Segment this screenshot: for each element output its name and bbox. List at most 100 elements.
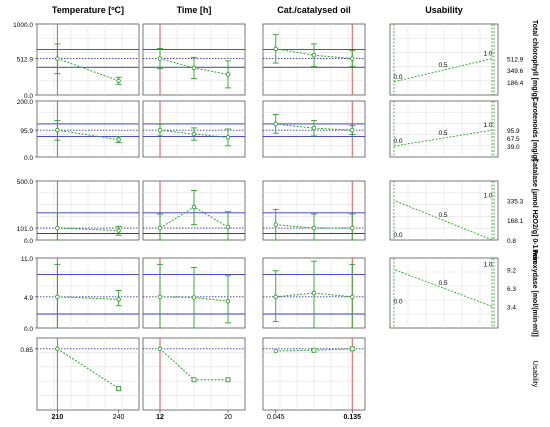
profile-panel xyxy=(36,337,140,411)
y-tick-label: 95.9 xyxy=(20,128,33,135)
desirability-label: 0.5 xyxy=(438,212,447,219)
data-point xyxy=(116,297,121,302)
data-point xyxy=(273,294,279,300)
y-tick-label: 101.0 xyxy=(17,226,34,233)
desirability-label: 1.0 xyxy=(483,122,492,129)
x-tick-label: 20 xyxy=(224,414,232,421)
data-point xyxy=(225,299,231,304)
data-point xyxy=(55,56,60,61)
data-point xyxy=(116,228,121,233)
data-point xyxy=(311,347,317,353)
data-point xyxy=(311,125,317,131)
usability-tick-label: 67.5 xyxy=(507,136,520,143)
desirability-line xyxy=(393,129,493,147)
series-line xyxy=(57,348,119,389)
y-tick-label: 512.9 xyxy=(17,57,34,64)
usability-tick-label: 3.4 xyxy=(507,304,516,311)
usability-panel: 0.0 0.5 1.0 512.9 349.6 186.4 xyxy=(389,23,524,96)
data-point xyxy=(273,46,279,52)
usability-panel: 0.0 0.5 1.0 95.967.539.0 xyxy=(389,100,520,158)
y-tick-label: 0.85 xyxy=(20,347,33,354)
data-point xyxy=(157,225,163,231)
data-point xyxy=(311,52,317,58)
x-tick-label: 12 xyxy=(156,414,164,421)
desirability-label: 1.0 xyxy=(483,51,492,58)
series-line xyxy=(159,296,229,302)
data-point xyxy=(311,225,317,231)
data-point xyxy=(311,290,317,296)
row-label: Peroxydase [mol/(min∙ml)] xyxy=(531,249,538,337)
y-tick-label: 200.0 xyxy=(17,99,34,106)
usability-tick-label: 349.6 xyxy=(507,68,524,75)
desirability-line xyxy=(393,58,493,83)
x-tick-label: 0.135 xyxy=(343,414,361,421)
usability-tick-label: 6.3 xyxy=(507,286,516,293)
data-point xyxy=(349,346,355,352)
usability-panel: 0.0 0.5 1.0 335.3 168.1 0.8 xyxy=(389,180,524,245)
series-line xyxy=(159,129,229,138)
data-point xyxy=(55,294,60,300)
column-header: Temperature [ºC] xyxy=(52,5,124,15)
data-point xyxy=(116,78,121,84)
usability-tick-label: 39.0 xyxy=(507,144,520,151)
column-header: Cat./catalysed oil xyxy=(277,5,351,15)
desirability-label: 0.0 xyxy=(393,232,402,239)
profile-panel xyxy=(36,100,140,158)
usability-tick-label: 95.9 xyxy=(507,128,520,135)
profile-panel xyxy=(142,337,246,411)
data-point xyxy=(350,127,355,133)
profile-panel xyxy=(142,180,246,241)
x-tick-label: 210 xyxy=(52,414,64,421)
data-point xyxy=(191,295,197,300)
data-point xyxy=(225,72,231,77)
series-line xyxy=(275,292,353,298)
data-point xyxy=(225,135,231,140)
series-line xyxy=(275,348,353,352)
profile-panel xyxy=(262,100,366,158)
profile-panel xyxy=(142,257,246,329)
y-tick-label: 1000.0 xyxy=(13,22,33,29)
profile-panel xyxy=(36,180,140,241)
row-label: Catalase [µmol H2O2/g] 0-1 min xyxy=(531,158,538,263)
data-point xyxy=(157,56,163,61)
column-header: Time [h] xyxy=(177,5,212,15)
profile-panel xyxy=(262,337,366,411)
usability-tick-label: 168.1 xyxy=(507,218,524,225)
data-point xyxy=(273,222,279,227)
y-tick-label: 500.0 xyxy=(17,179,34,186)
desirability-label: 0.0 xyxy=(393,298,402,305)
profile-panel xyxy=(262,257,366,329)
data-point xyxy=(350,56,355,61)
data-point xyxy=(55,225,60,231)
y-tick-label: 11.0 xyxy=(21,256,34,263)
profile-panel xyxy=(142,23,246,96)
usability-tick-label: 0.8 xyxy=(507,238,516,245)
data-point xyxy=(55,127,60,133)
data-point xyxy=(116,385,122,391)
data-point xyxy=(116,137,121,142)
data-point xyxy=(191,377,197,383)
desirability-label: 0.5 xyxy=(438,280,447,287)
data-point xyxy=(191,204,197,210)
y-tick-label: 0.0 xyxy=(24,93,33,100)
desirability-label: 0.0 xyxy=(393,74,402,81)
series-line xyxy=(57,58,119,82)
data-point xyxy=(157,346,163,352)
usability-tick-label: 335.3 xyxy=(507,198,524,205)
desirability-label: 0.0 xyxy=(393,138,402,145)
usability-tick-label: 9.2 xyxy=(507,267,516,274)
x-tick-label: 0.045 xyxy=(267,414,285,421)
data-point xyxy=(191,65,197,71)
series-line xyxy=(275,224,353,229)
data-point xyxy=(350,225,355,231)
profile-panel xyxy=(36,257,140,329)
data-point xyxy=(273,348,279,354)
series-line xyxy=(275,123,353,131)
desirability-label: 1.0 xyxy=(483,261,492,268)
y-tick-label: 4.9 xyxy=(24,295,33,302)
x-tick-label: 240 xyxy=(113,414,125,421)
desirability-label: 0.5 xyxy=(438,62,447,69)
usability-panel: 0.0 0.5 1.0 9.2 6.3 3.4 xyxy=(389,257,516,329)
row-label: Usability xyxy=(531,361,538,388)
